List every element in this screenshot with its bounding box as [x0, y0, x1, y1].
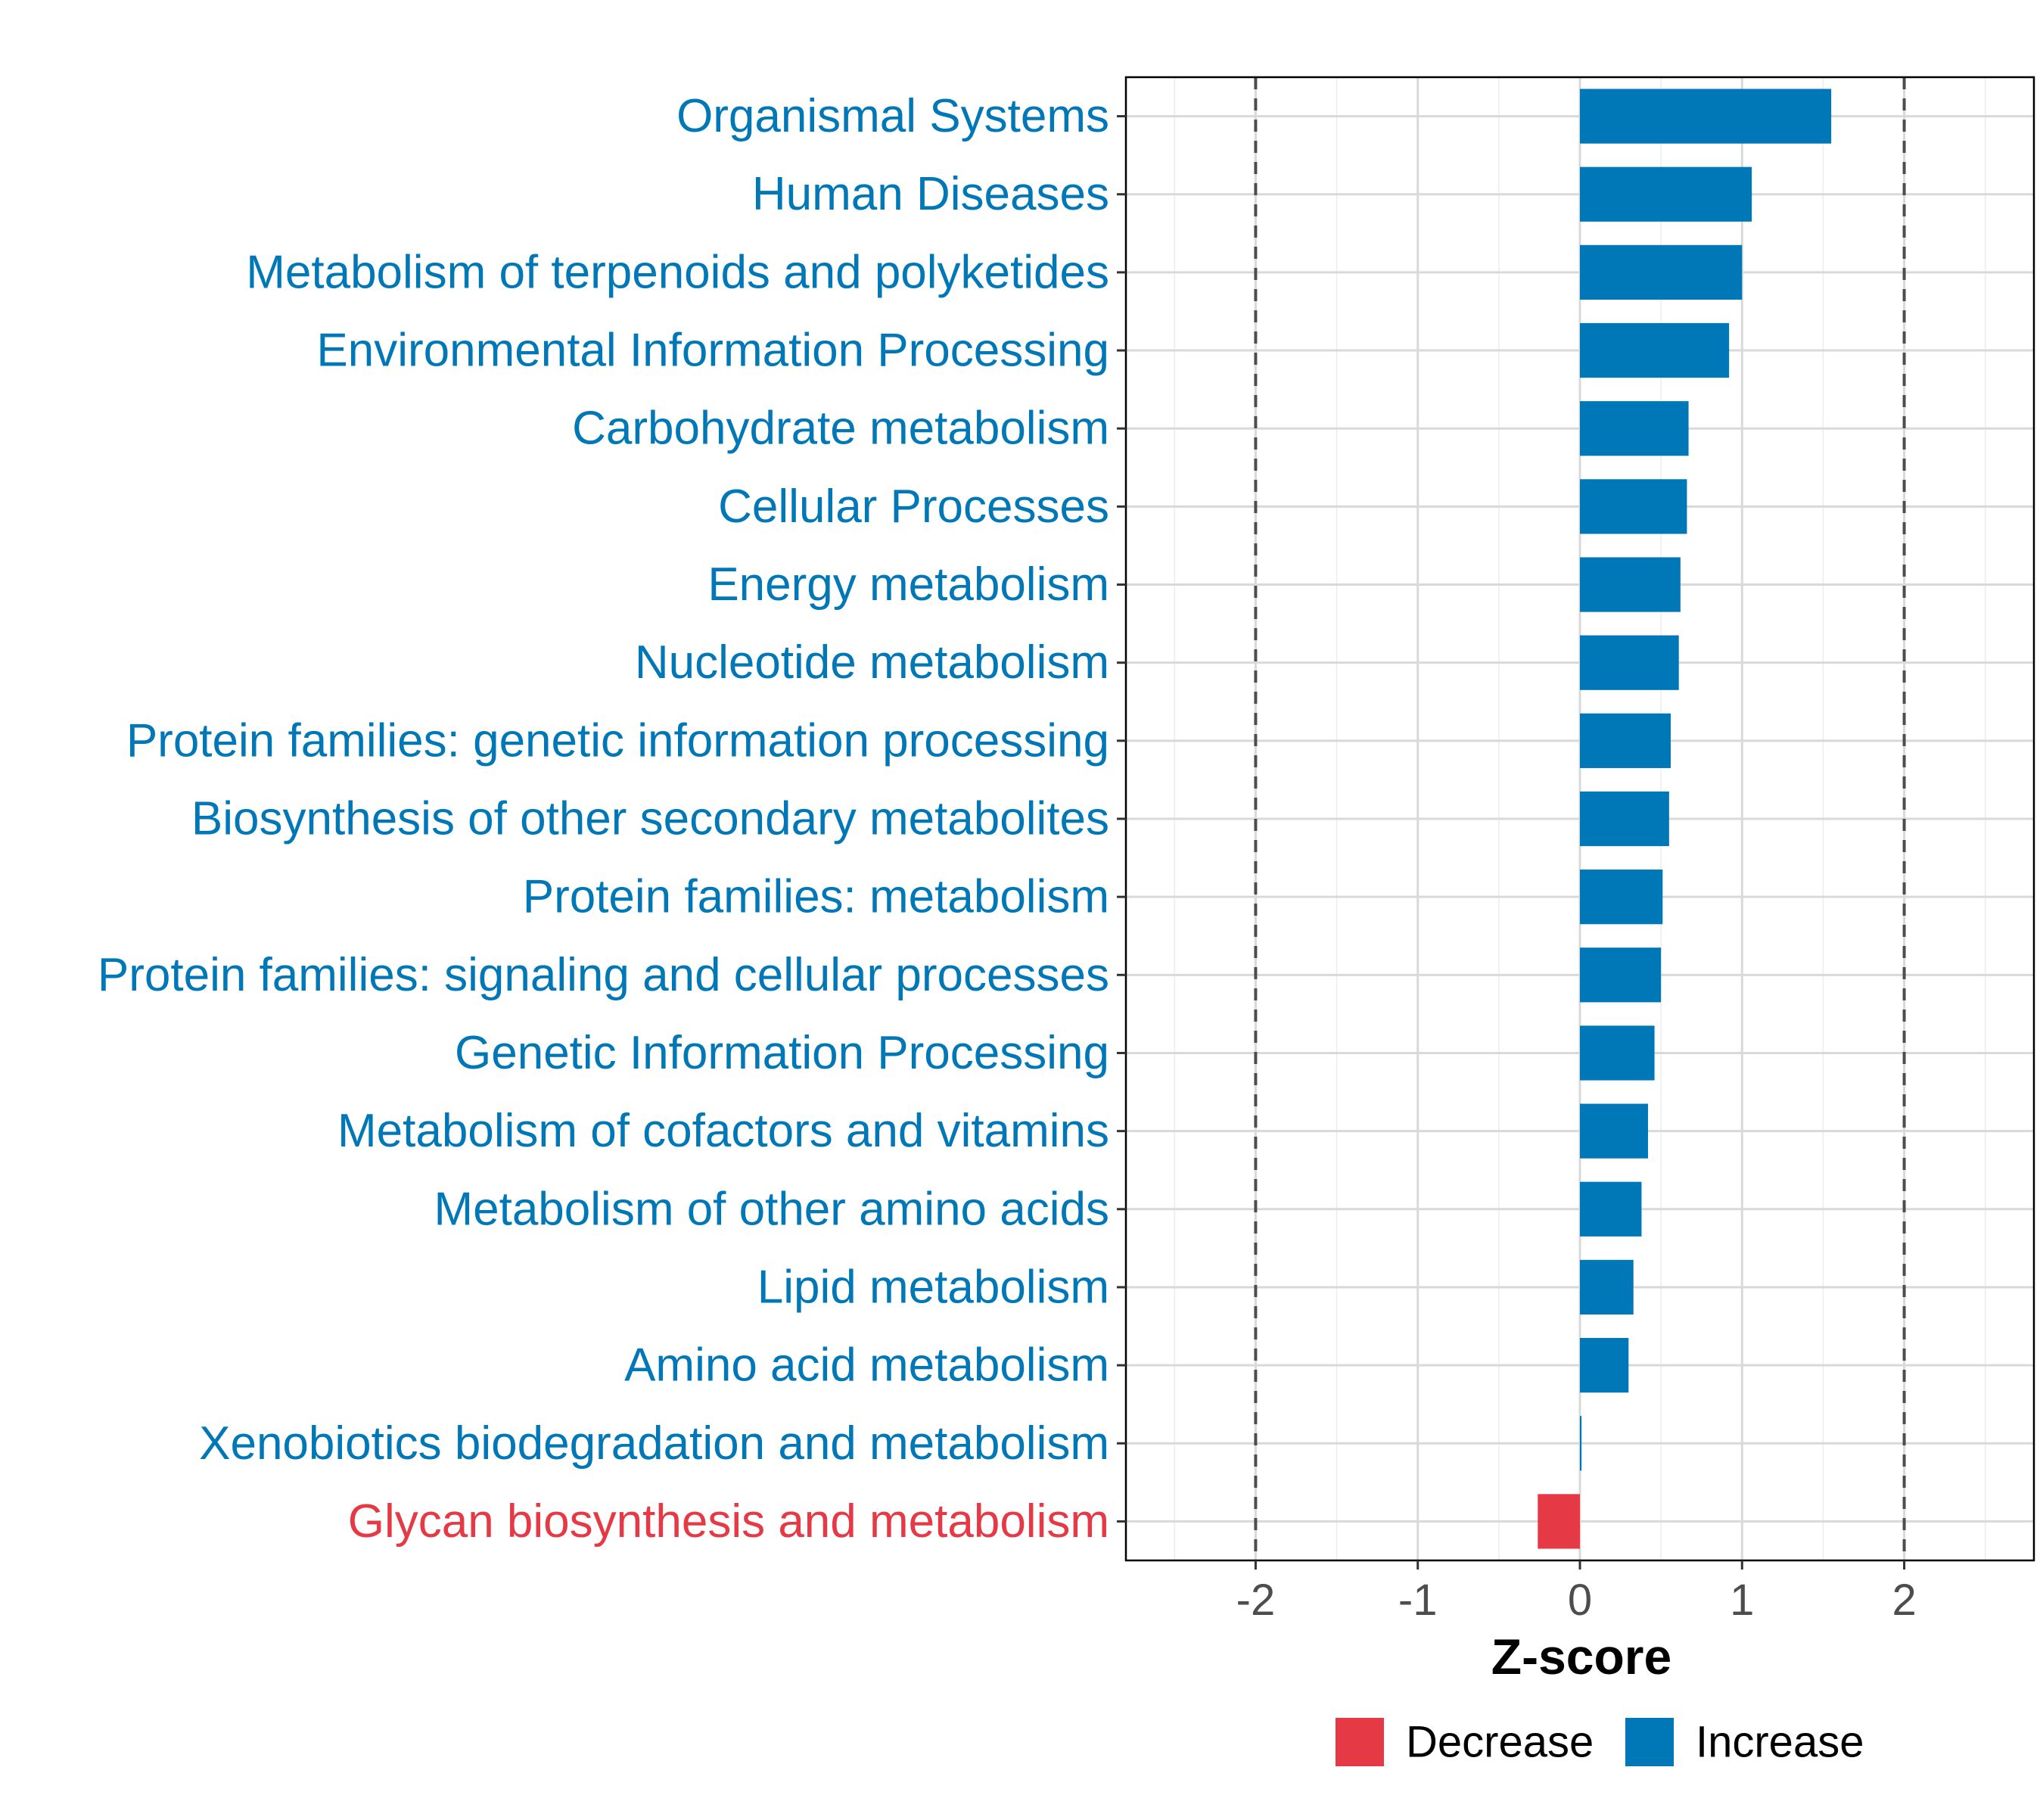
- legend: Decrease Increase: [1336, 1718, 1864, 1767]
- x-tick-label: -1: [1398, 1576, 1438, 1625]
- x-axis-ticks: -2 -1 0 1 2: [1236, 1560, 1917, 1625]
- bar: [1580, 791, 1669, 847]
- legend-swatch: [1336, 1718, 1384, 1766]
- category-label: Nucleotide metabolism: [635, 636, 1109, 689]
- bar: [1538, 1494, 1580, 1549]
- y-axis-labels: Organismal Systems Human Diseases Metaboli…: [98, 90, 1109, 1548]
- bar: [1580, 557, 1681, 612]
- legend-swatch: [1625, 1718, 1674, 1766]
- category-label: Cellular Processes: [718, 481, 1109, 533]
- bar: [1580, 1103, 1648, 1159]
- bar: [1580, 1416, 1582, 1471]
- bar: [1580, 1181, 1642, 1237]
- category-label: Lipid metabolism: [757, 1261, 1109, 1313]
- bar-layer: [1538, 89, 1832, 1549]
- category-label: Protein families: metabolism: [523, 871, 1109, 923]
- category-label: Genetic Information Processing: [455, 1027, 1109, 1079]
- bar: [1580, 870, 1663, 925]
- category-label: Energy metabolism: [707, 558, 1109, 611]
- bar: [1580, 166, 1752, 222]
- category-label: Protein families: genetic information pr…: [126, 714, 1109, 767]
- category-label: Biosynthesis of other secondary metaboli…: [191, 793, 1109, 845]
- bar: [1580, 89, 1832, 144]
- x-tick-label: -2: [1236, 1576, 1276, 1625]
- bar: [1580, 947, 1662, 1003]
- x-axis-title: Z-score: [1491, 1629, 1671, 1685]
- x-tick-label: 2: [1892, 1576, 1916, 1625]
- bar: [1580, 479, 1687, 534]
- bar: [1580, 713, 1671, 768]
- category-label: Xenobiotics biodegradation and metabolis…: [199, 1417, 1109, 1470]
- category-label: Amino acid metabolism: [624, 1339, 1109, 1392]
- category-label: Glycan biosynthesis and metabolism: [348, 1495, 1109, 1548]
- category-label: Protein families: signaling and cellular…: [98, 949, 1109, 1001]
- x-tick-label: 0: [1568, 1576, 1592, 1625]
- category-label: Carbohydrate metabolism: [572, 403, 1109, 455]
- category-label: Organismal Systems: [676, 90, 1109, 142]
- legend-label: Decrease: [1406, 1718, 1594, 1767]
- x-tick-label: 1: [1730, 1576, 1754, 1625]
- category-label: Environmental Information Processing: [316, 325, 1109, 377]
- legend-label: Increase: [1696, 1718, 1864, 1767]
- category-label: Metabolism of terpenoids and polyketides: [246, 246, 1109, 298]
- reference-line-layer: [1254, 77, 1906, 1560]
- category-label: Metabolism of other amino acids: [434, 1183, 1109, 1235]
- bar: [1580, 635, 1679, 690]
- category-label: Human Diseases: [752, 168, 1109, 220]
- bar: [1580, 244, 1743, 300]
- category-label: Metabolism of cofactors and vitamins: [337, 1105, 1109, 1157]
- bar: [1580, 1259, 1634, 1315]
- bar: [1580, 1025, 1655, 1081]
- bar: [1580, 1338, 1629, 1393]
- bar: [1580, 322, 1730, 378]
- bar: [1580, 401, 1689, 456]
- y-axis-ticks: [1117, 115, 1126, 1523]
